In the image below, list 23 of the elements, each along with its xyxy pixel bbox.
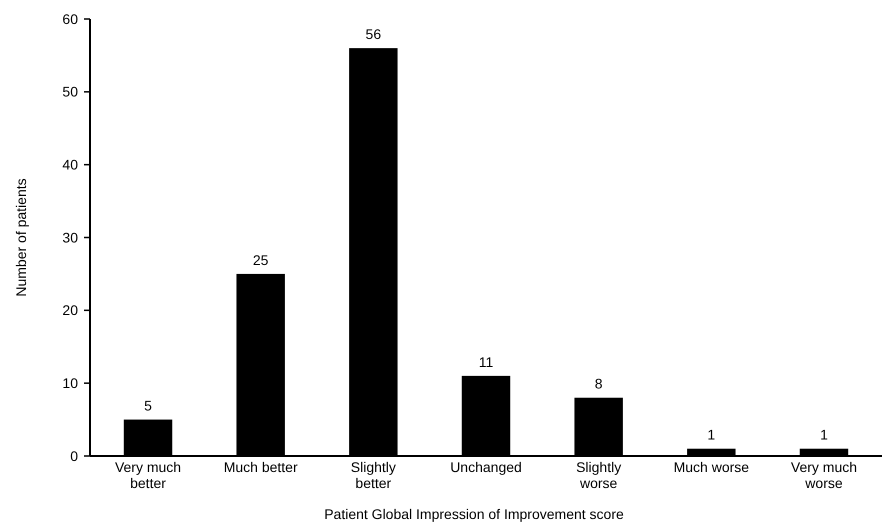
data-label: 56 (366, 26, 382, 42)
x-tick-label: Very much worse (790, 459, 858, 491)
x-tick-label: Unchanged (450, 459, 522, 475)
y-tick-label: 10 (62, 375, 78, 392)
y-tick-label: 60 (62, 10, 78, 27)
data-label: 11 (478, 354, 494, 370)
y-tick-label: 40 (62, 156, 78, 173)
x-tick-label: Much better (224, 459, 298, 475)
y-tick-label: 50 (62, 84, 78, 100)
data-label: 5 (144, 398, 152, 414)
y-tick-label: 30 (62, 229, 78, 246)
x-axis-title: Patient Global Impression of Improvement score (324, 506, 624, 522)
y-axis-title: Number of patients (13, 178, 29, 297)
y-tick-label: 20 (62, 302, 78, 318)
x-tick-label: Slightly worse (576, 459, 622, 491)
data-label: 25 (252, 252, 269, 268)
x-tick-label: Slightly better (350, 459, 396, 491)
x-tick-label: Very much better (114, 459, 182, 491)
data-label: 8 (594, 376, 603, 392)
data-label: 1 (707, 426, 716, 443)
data-label: 1 (820, 426, 828, 443)
y-tick-label: 0 (70, 448, 78, 464)
x-tick-label: Much worse (674, 459, 750, 475)
